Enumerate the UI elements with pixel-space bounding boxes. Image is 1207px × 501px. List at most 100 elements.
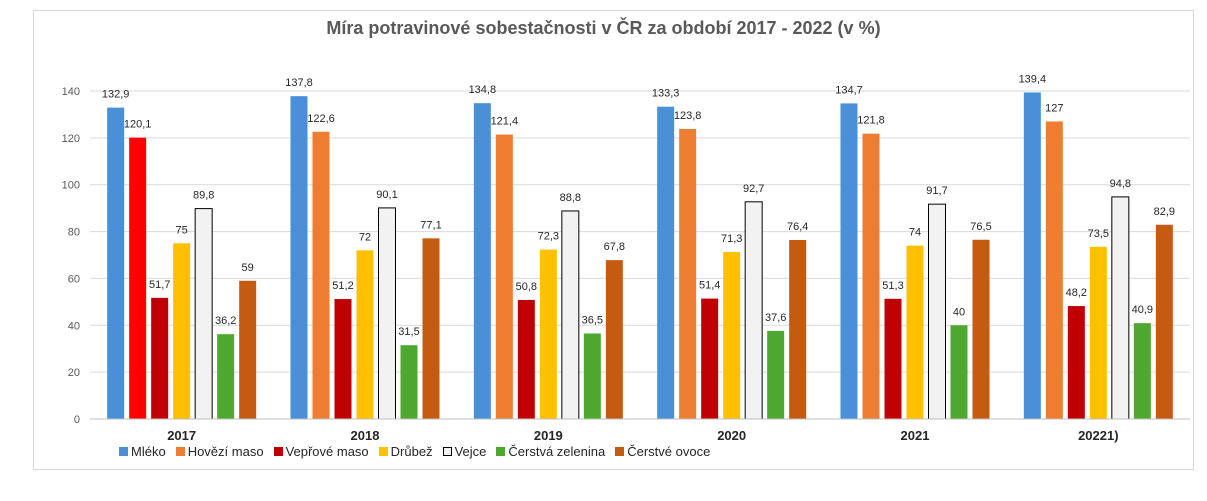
bar xyxy=(767,330,785,419)
legend-swatch xyxy=(615,446,625,456)
bar xyxy=(1111,196,1130,420)
bar xyxy=(1089,246,1107,419)
bar xyxy=(679,128,697,419)
x-tick-label: 20221) xyxy=(1078,428,1118,443)
x-tick-label: 2018 xyxy=(351,428,380,443)
data-label: 37,6 xyxy=(765,312,786,324)
data-label: 127 xyxy=(1045,102,1063,114)
data-label: 134,7 xyxy=(835,84,863,96)
bar xyxy=(657,106,675,419)
data-label: 72 xyxy=(359,231,371,243)
data-label: 76,5 xyxy=(970,221,991,233)
bar xyxy=(950,325,968,419)
data-label: 67,8 xyxy=(604,241,625,253)
bar xyxy=(928,203,946,420)
y-tick-label: 80 xyxy=(68,227,80,239)
data-label: 71,3 xyxy=(721,233,742,245)
data-label: 132,9 xyxy=(102,89,130,101)
bar xyxy=(1133,323,1151,419)
data-label: 88,8 xyxy=(560,192,581,204)
data-label: 133,3 xyxy=(652,88,680,100)
bar xyxy=(1067,306,1085,419)
legend-item: Mléko xyxy=(119,444,166,459)
bar xyxy=(840,103,858,419)
legend-swatch xyxy=(119,446,128,456)
bar xyxy=(107,107,125,420)
bar xyxy=(473,103,491,419)
data-label: 51,7 xyxy=(149,279,170,291)
legend-item: Čerstvé ovoce xyxy=(615,444,710,459)
bar xyxy=(862,133,880,419)
bar xyxy=(495,134,513,419)
data-label: 139,4 xyxy=(1019,73,1047,85)
chart-title: Míra potravinové sobestačnosti v ČR za o… xyxy=(326,18,881,38)
bar xyxy=(789,240,807,419)
legend-label: Vepřové maso xyxy=(285,443,369,459)
legend-item: Drůbež xyxy=(378,443,433,459)
bar xyxy=(356,250,374,419)
data-label: 90,1 xyxy=(376,189,397,201)
data-label: 75 xyxy=(176,224,188,236)
bar xyxy=(378,207,396,420)
data-label: 36,2 xyxy=(215,315,236,327)
data-label: 137,8 xyxy=(285,77,313,89)
legend-label: Drůbež xyxy=(390,443,433,459)
legend-label: Čerstvé ovoce xyxy=(627,443,711,459)
bar xyxy=(129,137,147,419)
x-tick-label: 2020 xyxy=(717,428,746,443)
data-label: 122,6 xyxy=(307,113,335,125)
legend-item: Hovězí maso xyxy=(175,444,264,459)
legend-swatch xyxy=(273,446,283,456)
data-label: 50,8 xyxy=(516,281,537,293)
data-label: 51,3 xyxy=(882,280,903,292)
data-label: 40,9 xyxy=(1132,304,1153,316)
data-label: 94,8 xyxy=(1110,178,1131,190)
bar xyxy=(151,297,169,419)
data-label: 51,4 xyxy=(699,280,720,292)
bar xyxy=(239,280,257,419)
bar xyxy=(173,243,191,419)
data-label: 120,1 xyxy=(124,119,152,131)
legend-swatch xyxy=(378,446,388,456)
x-tick-label: 2021 xyxy=(901,428,930,443)
bar xyxy=(723,251,741,419)
legend-swatch xyxy=(496,446,506,456)
bar xyxy=(422,238,440,419)
data-label: 74 xyxy=(909,227,921,239)
bar xyxy=(1023,92,1041,420)
data-label: 121,4 xyxy=(491,116,519,128)
data-label: 40 xyxy=(953,306,965,318)
data-label: 134,8 xyxy=(469,84,497,96)
data-label: 72,3 xyxy=(538,231,559,243)
y-tick-label: 40 xyxy=(68,320,80,332)
data-label: 51,2 xyxy=(332,280,353,292)
bar xyxy=(194,208,213,420)
bar xyxy=(517,299,535,419)
y-tick-label: 20 xyxy=(68,367,80,379)
bar xyxy=(400,345,418,419)
data-label: 82,9 xyxy=(1154,206,1175,218)
legend-label: Mléko xyxy=(131,443,166,459)
data-label: 73,5 xyxy=(1088,228,1109,240)
bar xyxy=(290,96,308,419)
y-tick-label: 60 xyxy=(68,273,80,285)
legend-item: Vepřové maso xyxy=(273,443,369,459)
data-label: 36,5 xyxy=(582,314,603,326)
data-label: 89,8 xyxy=(193,190,214,202)
bar xyxy=(334,299,352,419)
bar xyxy=(1045,121,1063,419)
y-tick-label: 140 xyxy=(62,86,80,98)
y-tick-label: 100 xyxy=(62,180,80,192)
legend-item: Vejce xyxy=(442,444,486,459)
data-label: 48,2 xyxy=(1066,287,1087,299)
y-tick-label: 120 xyxy=(62,133,80,145)
bar xyxy=(701,298,719,419)
legend-swatch xyxy=(442,446,452,456)
bar xyxy=(972,239,990,419)
legend-label: Čerstvá zelenina xyxy=(508,443,606,459)
y-tick-label: 0 xyxy=(74,414,80,426)
data-label: 123,8 xyxy=(674,110,702,122)
data-label: 31,5 xyxy=(398,326,419,338)
bar xyxy=(744,201,763,420)
